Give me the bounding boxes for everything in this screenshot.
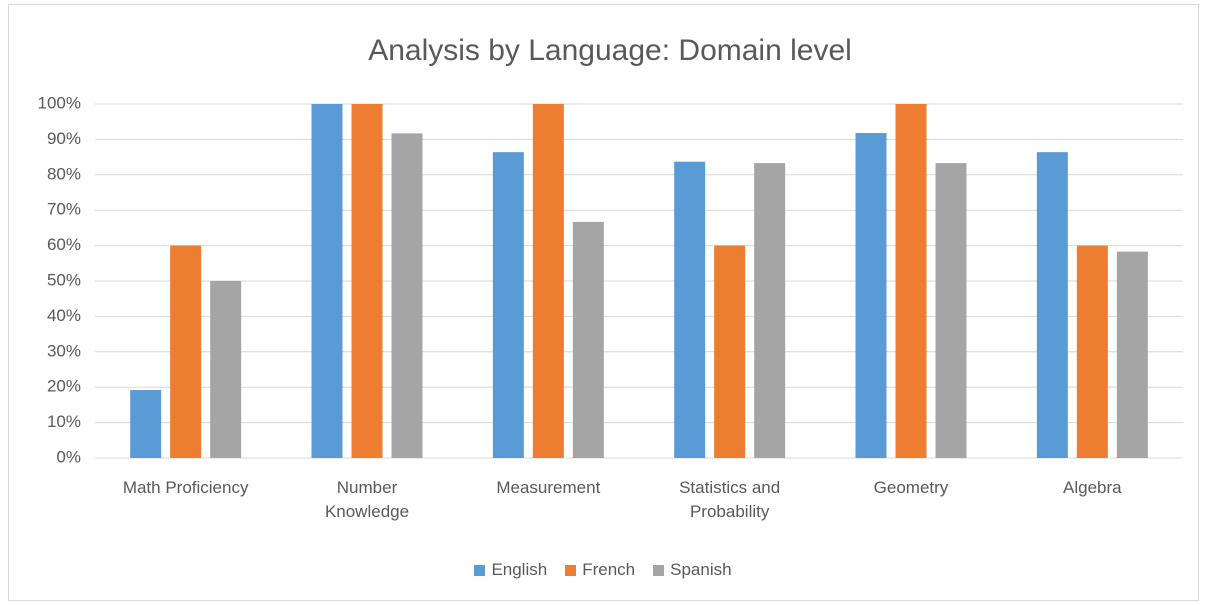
legend-swatch: [474, 564, 486, 576]
bar: [1036, 152, 1068, 459]
legend-item: French: [565, 560, 635, 580]
chart-title: Analysis by Language: Domain level: [368, 34, 852, 67]
bar: [1076, 245, 1108, 458]
x-tick-label: Number Knowledge: [324, 478, 410, 521]
y-tick-label: 10%: [47, 412, 81, 431]
bar: [391, 133, 423, 458]
bar: [1116, 251, 1148, 458]
x-tick-label: Math Proficiency: [122, 478, 249, 497]
legend-label: Spanish: [670, 560, 732, 579]
y-tick-label: 50%: [47, 270, 81, 289]
bar: [855, 133, 887, 458]
bar: [351, 104, 383, 458]
y-tick-label: 90%: [47, 129, 81, 148]
x-tick-label: Algebra: [1063, 478, 1122, 497]
x-tick-label: Statistics and Probability: [679, 478, 781, 521]
legend-label: English: [491, 560, 548, 579]
bar: [754, 163, 786, 459]
bar: [311, 104, 343, 458]
y-tick-label: 20%: [47, 377, 81, 396]
y-tick-label: 60%: [47, 235, 81, 254]
bar: [895, 104, 927, 458]
chart-border: [8, 4, 1199, 601]
bar: [935, 163, 967, 459]
legend-item: Spanish: [653, 560, 732, 580]
y-tick-label: 80%: [47, 164, 81, 183]
legend-swatch: [565, 564, 577, 576]
bar: [130, 390, 162, 458]
bar: [714, 245, 746, 458]
bar: [532, 104, 564, 458]
y-tick-label: 30%: [47, 341, 81, 360]
legend-item: English: [474, 560, 547, 580]
bar: [492, 152, 524, 459]
legend-label: French: [582, 560, 636, 579]
bar: [170, 245, 202, 458]
bar: [674, 161, 706, 458]
bar: [210, 281, 242, 458]
x-tick-label: Geometry: [873, 478, 949, 497]
legend: English French Spanish: [0, 560, 1206, 580]
bar: [572, 221, 604, 458]
legend-swatch: [653, 564, 665, 576]
y-tick-label: 40%: [47, 306, 81, 325]
x-tick-label: Measurement: [496, 478, 601, 497]
y-tick-label: 0%: [56, 447, 81, 466]
y-tick-label: 70%: [47, 200, 81, 219]
y-tick-label: 100%: [38, 93, 81, 112]
